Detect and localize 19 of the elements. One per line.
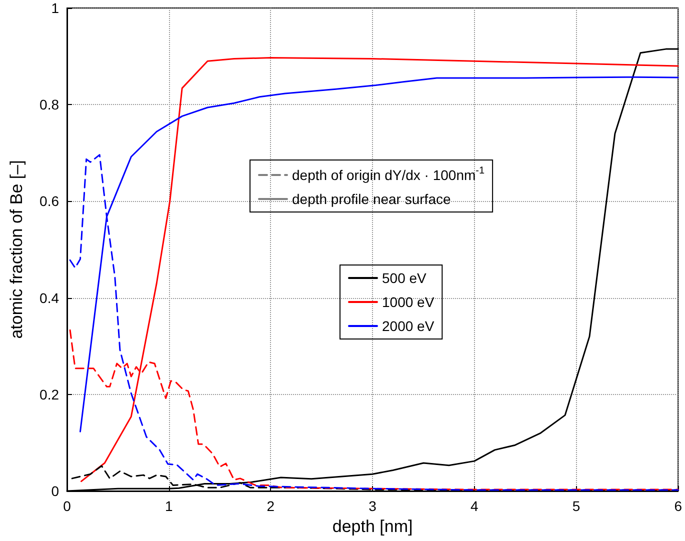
x-tick-label: 6 bbox=[674, 498, 682, 514]
x-tick-label: 0 bbox=[63, 498, 72, 514]
x-tick-label: 2 bbox=[266, 498, 275, 514]
y-tick-label: 0.2 bbox=[40, 386, 60, 402]
y-tick-label: 1 bbox=[51, 0, 60, 16]
legend-label: depth profile near surface bbox=[292, 191, 451, 207]
x-tick-label: 1 bbox=[164, 498, 173, 514]
y-tick-label: 0.8 bbox=[40, 96, 60, 113]
legend-label: 2000 eV bbox=[382, 318, 435, 334]
y-axis-title: atomic fraction of Be [–] bbox=[7, 160, 26, 339]
x-tick-label: 5 bbox=[572, 498, 580, 514]
legend-label: 1000 eV bbox=[382, 294, 435, 310]
legend-label: 500 eV bbox=[382, 270, 428, 286]
x-tick-label: 3 bbox=[368, 498, 377, 514]
y-tick-label: 0.6 bbox=[40, 193, 60, 210]
y-tick-label: 0.4 bbox=[40, 290, 60, 306]
y-tick-label: 0 bbox=[51, 483, 60, 499]
x-axis-title: depth [nm] bbox=[332, 516, 413, 536]
x-tick-label: 4 bbox=[470, 498, 479, 514]
